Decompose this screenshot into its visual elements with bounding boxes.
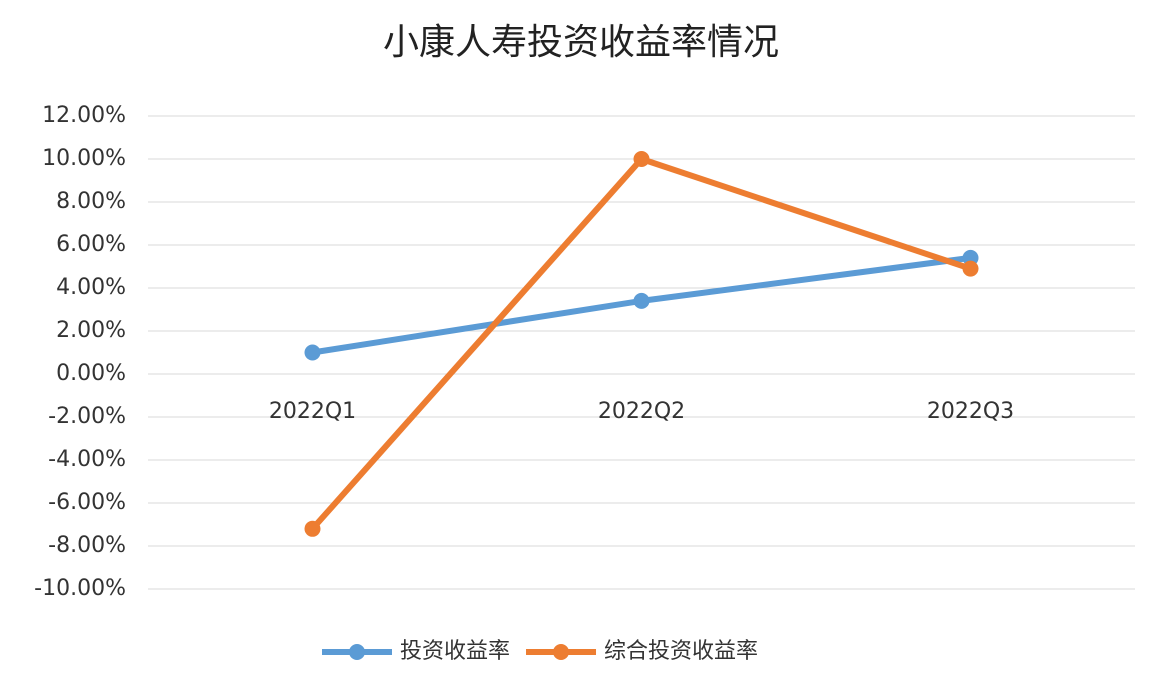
y-tick-label: 12.00%	[42, 103, 126, 128]
x-tick-label: 2022Q2	[598, 399, 685, 424]
x-tick-label: 2022Q1	[269, 399, 356, 424]
y-tick-label: 2.00%	[56, 318, 126, 343]
legend-marker	[553, 644, 570, 660]
y-tick-label: 4.00%	[56, 275, 126, 300]
x-tick-label: 2022Q3	[927, 399, 1014, 424]
data-point	[633, 292, 650, 309]
y-tick-label: 6.00%	[56, 232, 126, 257]
y-tick-label: 10.00%	[42, 146, 126, 171]
data-point	[304, 520, 321, 537]
y-tick-label: -10.00%	[34, 576, 126, 601]
y-tick-label: -2.00%	[48, 404, 126, 429]
legend-label: 投资收益率	[400, 639, 510, 664]
legend-label: 综合投资收益率	[604, 639, 758, 664]
y-tick-label: 0.00%	[56, 361, 126, 386]
data-point	[962, 260, 979, 277]
data-point	[633, 151, 650, 167]
data-point	[304, 344, 321, 361]
y-tick-label: -6.00%	[48, 490, 126, 515]
legend-marker	[349, 644, 365, 660]
chart-title: 小康人寿投资收益率情况	[383, 22, 779, 63]
y-tick-label: -4.00%	[48, 447, 126, 472]
y-tick-label: -8.00%	[48, 533, 126, 558]
series-line	[310, 156, 972, 531]
y-tick-label: 8.00%	[56, 189, 126, 214]
